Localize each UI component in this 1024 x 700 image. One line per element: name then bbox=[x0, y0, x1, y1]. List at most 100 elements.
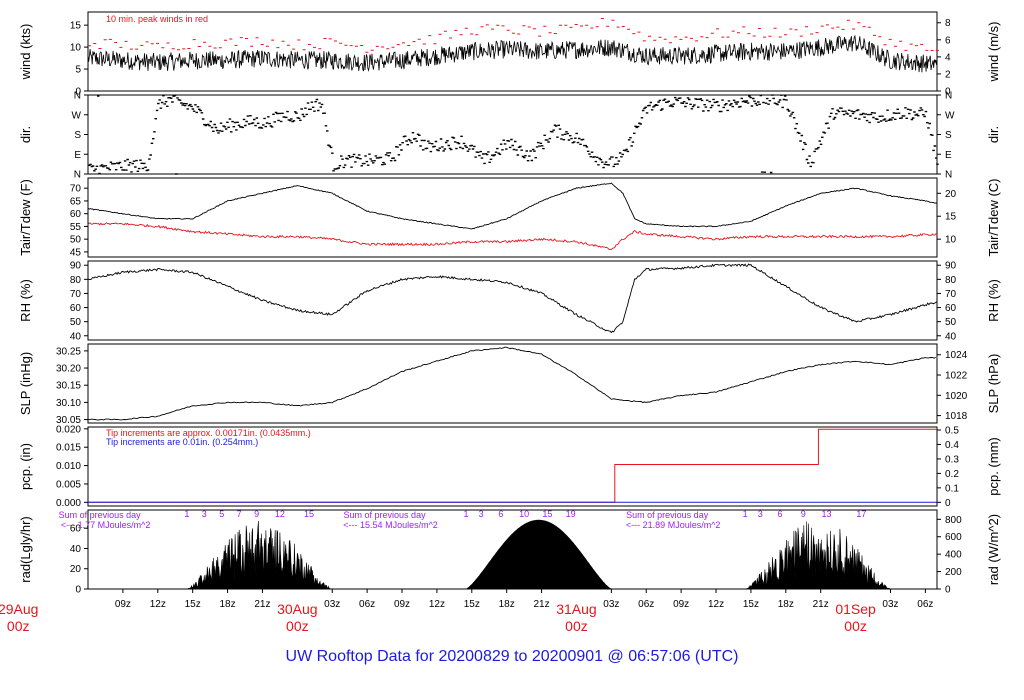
rad-hour-label: 1 bbox=[184, 509, 189, 519]
time-tick-label: 09z bbox=[394, 599, 410, 610]
temp-ytick-label: 70 bbox=[70, 184, 82, 195]
wind-panel-frame bbox=[87, 11, 938, 92]
rad-hour-label: 3 bbox=[202, 509, 207, 519]
rad-hour-label: 17 bbox=[856, 509, 866, 519]
pcp-ytick-label: 0.010 bbox=[56, 461, 81, 472]
rad-hour-label: 9 bbox=[801, 509, 806, 519]
rh-ytick-label: 70 bbox=[70, 289, 82, 300]
dir-y2tick-label: N bbox=[945, 91, 952, 102]
time-tick-label: 09z bbox=[115, 599, 131, 610]
slp-ytick-label: 30.15 bbox=[56, 381, 81, 392]
pcp-y2tick-label: 0 bbox=[945, 498, 951, 509]
wind-ylabel-right: wind (m/s) bbox=[986, 22, 1001, 83]
wind-y2tick-label: 4 bbox=[945, 52, 951, 63]
date-label-hour: 00z bbox=[565, 618, 588, 634]
pcp-ytick-label: 0.005 bbox=[56, 479, 81, 490]
footer-title: UW Rooftop Data for 20200829 to 20200901… bbox=[285, 648, 739, 665]
dir-y2tick-label: N bbox=[945, 170, 952, 181]
pcp-annotation-blue: Tip increments are 0.01in. (0.254mm.) bbox=[106, 437, 258, 447]
rad-ytick-label: 40 bbox=[70, 544, 82, 555]
rad-daily-sum-title: Sum of previous day bbox=[59, 510, 142, 520]
slp-ytick-label: 30.05 bbox=[56, 415, 81, 426]
rad-y2tick-label: 0 bbox=[945, 585, 951, 596]
pcp-ytick-label: 0.000 bbox=[56, 498, 81, 509]
time-tick-label: 12z bbox=[150, 599, 166, 610]
time-tick-label: 12z bbox=[708, 599, 724, 610]
slp-y2tick-label: 1024 bbox=[945, 350, 968, 361]
rad-y2tick-label: 200 bbox=[945, 567, 962, 578]
time-tick-label: 15z bbox=[185, 599, 201, 610]
rad-hour-label: 19 bbox=[566, 509, 576, 519]
rad-day-area-2 bbox=[465, 519, 612, 590]
time-tick-label: 09z bbox=[673, 599, 689, 610]
date-label-day: 31Aug bbox=[556, 601, 596, 617]
rh-series-line bbox=[87, 263, 938, 334]
rad-hour-label: 3 bbox=[479, 509, 484, 519]
time-tick-label: 03z bbox=[882, 599, 898, 610]
rad-hour-label: 15 bbox=[304, 509, 314, 519]
rad-ylabel-left: rad(Lgly/hr) bbox=[18, 516, 33, 582]
pcp-y2tick-label: 0.2 bbox=[945, 469, 959, 480]
rad-daily-sum-value: <--- 21.89 MJoules/m^2 bbox=[626, 520, 721, 530]
date-label-day: 30Aug bbox=[277, 601, 317, 617]
wind-ytick-label: 0 bbox=[75, 87, 81, 98]
rh-y2tick-label: 70 bbox=[945, 289, 957, 300]
time-tick-label: 06z bbox=[917, 599, 933, 610]
rh-y2tick-label: 60 bbox=[945, 303, 957, 314]
pcp-ytick-label: 0.020 bbox=[56, 424, 81, 435]
dir-ylabel-left: dir. bbox=[18, 126, 33, 143]
rad-hour-label: 7 bbox=[237, 509, 242, 519]
wind-annotation: 10 min. peak winds in red bbox=[106, 14, 208, 24]
date-label-hour: 00z bbox=[286, 618, 309, 634]
dir-panel-frame bbox=[87, 94, 938, 175]
slp-ytick-label: 30.25 bbox=[56, 346, 81, 357]
time-tick-label: 18z bbox=[499, 599, 515, 610]
date-label-day: 01Sep bbox=[835, 601, 876, 617]
rad-daily-sum-title: Sum of previous day bbox=[626, 510, 709, 520]
rad-ytick-label: 20 bbox=[70, 564, 82, 575]
time-tick-label: 06z bbox=[638, 599, 654, 610]
rh-ytick-label: 60 bbox=[70, 303, 82, 314]
slp-ylabel-right: SLP (hPa) bbox=[986, 354, 1001, 414]
rad-hour-label: 15 bbox=[542, 509, 552, 519]
slp-ylabel-left: SLP (inHg) bbox=[18, 352, 33, 415]
rad-ytick-label: 60 bbox=[70, 524, 82, 535]
date-label-hour: 00z bbox=[7, 618, 30, 634]
rad-y2tick-label: 600 bbox=[945, 532, 962, 543]
rad-hour-label: 1 bbox=[463, 509, 468, 519]
rad-hour-label: 6 bbox=[777, 509, 782, 519]
pcp-panel-frame bbox=[87, 426, 938, 507]
pcp-ylabel-right: pcp. (mm) bbox=[986, 437, 1001, 496]
rad-hour-label: 1 bbox=[743, 509, 748, 519]
date-label-hour: 00z bbox=[844, 618, 867, 634]
wind-ytick-label: 15 bbox=[70, 21, 82, 32]
time-tick-label: 12z bbox=[429, 599, 445, 610]
dir-series-points bbox=[88, 94, 939, 175]
time-tick-label: 21z bbox=[254, 599, 270, 610]
time-tick-label: 21z bbox=[534, 599, 550, 610]
rh-ytick-label: 50 bbox=[70, 317, 82, 328]
time-tick-label: 06z bbox=[359, 599, 375, 610]
temp-ytick-label: 65 bbox=[70, 196, 82, 207]
wind-ytick-label: 10 bbox=[70, 43, 82, 54]
rad-daily-sum-value: <--- 15.54 MJoules/m^2 bbox=[343, 520, 438, 530]
rh-ylabel-left: RH (%) bbox=[18, 279, 33, 322]
time-tick-label: 03z bbox=[324, 599, 340, 610]
rad-y2tick-label: 800 bbox=[945, 515, 962, 526]
rad-hour-label: 3 bbox=[758, 509, 763, 519]
slp-y2tick-label: 1022 bbox=[945, 371, 968, 382]
wind-ytick-label: 5 bbox=[75, 65, 81, 76]
wind-peak-marks bbox=[88, 18, 939, 53]
rad-hour-label: 10 bbox=[519, 509, 529, 519]
pcp-ytick-label: 0.015 bbox=[56, 443, 81, 454]
slp-series-line bbox=[87, 346, 936, 421]
rad-y2tick-label: 400 bbox=[945, 550, 962, 561]
wind-y2tick-label: 6 bbox=[945, 35, 951, 46]
temp-y2tick-label: 15 bbox=[945, 212, 957, 223]
rad-hour-label: 12 bbox=[275, 509, 285, 519]
rad-daily-sum-value: <--- 1.77 MJoules/m^2 bbox=[61, 520, 151, 530]
rad-hour-label: 13 bbox=[822, 509, 832, 519]
dir-ytick-label: N bbox=[74, 91, 81, 102]
dir-y2tick-label: W bbox=[945, 110, 955, 121]
